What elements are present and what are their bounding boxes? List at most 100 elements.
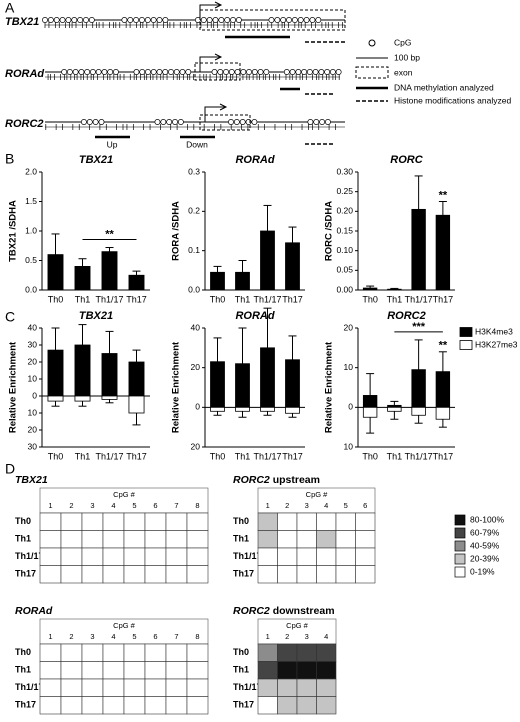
bar [128, 395, 145, 414]
y-tick-label: 0.30 [336, 166, 353, 176]
cell [296, 547, 317, 566]
cell [335, 565, 356, 584]
x-tick-label: Th0 [362, 451, 378, 461]
x-tick-label: Th17 [126, 451, 147, 461]
cpg-site [86, 119, 93, 125]
cell [335, 547, 356, 566]
cell [186, 643, 209, 662]
cell [186, 696, 209, 715]
legend-swatch [459, 340, 473, 350]
cell [81, 547, 104, 566]
column-number: 2 [285, 501, 289, 510]
cell [316, 512, 337, 531]
cell [102, 547, 125, 566]
bar [435, 406, 451, 420]
cell [39, 696, 62, 715]
cpg-site [297, 17, 304, 23]
bar [362, 395, 378, 408]
cpg-site [83, 17, 89, 23]
cell [81, 696, 104, 715]
column-number: 8 [195, 632, 199, 641]
legend-text: 60-79% [470, 527, 500, 537]
cpg-site [230, 17, 236, 23]
cpg-site [156, 17, 163, 23]
cpg-site [206, 17, 213, 23]
cpg-site [228, 119, 234, 125]
legend-swatch [454, 514, 466, 526]
column-number: 6 [153, 632, 157, 641]
y-tick-label: 20 [28, 424, 38, 434]
cpg-site [166, 119, 173, 125]
cpg-site [98, 119, 105, 125]
region-name: upstream [273, 474, 320, 486]
significance: ** [105, 228, 114, 240]
cpg-site [88, 17, 95, 23]
cell [165, 565, 188, 584]
cell [39, 512, 62, 531]
cell [355, 512, 376, 531]
row-label: Th1/17 [15, 551, 44, 561]
significance: ** [439, 189, 448, 201]
y-tick-label: 0.25 [336, 186, 353, 196]
cpg-site [324, 69, 331, 75]
y-tick-label: 0.2 [188, 206, 200, 216]
bar [435, 371, 451, 408]
cell [296, 678, 317, 697]
cpg-site [211, 69, 218, 75]
row-label: Th17 [233, 700, 254, 710]
table-title: TBX21 [15, 474, 48, 486]
region-label: Up [107, 139, 118, 149]
cpg-site [80, 119, 87, 125]
cell [277, 512, 298, 531]
row-label: Th1/17 [233, 682, 262, 692]
cell [257, 512, 278, 531]
x-tick-label: Th17 [282, 294, 303, 304]
cpg-site [78, 69, 85, 75]
cpg-site [138, 17, 145, 23]
cpg-site [324, 119, 331, 125]
x-tick-label: Th1 [387, 294, 403, 304]
legend-text: DNA methylation analyzed [394, 82, 494, 92]
cpg-site [185, 69, 192, 75]
cpg-site [303, 17, 310, 23]
x-tick-label: Th17 [433, 294, 454, 304]
gene-name: TBX21 [15, 474, 48, 486]
legend-text: 20-39% [470, 553, 500, 563]
gene-label: RORAd [5, 68, 44, 80]
cell [123, 696, 146, 715]
cell [316, 643, 337, 662]
bar [47, 254, 64, 291]
region-label: Down [186, 139, 208, 149]
cpg-site [71, 17, 78, 23]
bar [411, 406, 426, 416]
x-tick-label: Th1 [75, 294, 91, 304]
cpg-site [168, 69, 174, 75]
cpg-site [47, 17, 54, 23]
gene-label: RORC2 [5, 118, 44, 130]
cpg-site [59, 17, 66, 23]
y-tick-label: 10 [28, 373, 38, 383]
row-label: Th1 [233, 534, 249, 544]
cpg-site [239, 119, 246, 125]
bar [285, 406, 300, 414]
y-tick-label: 0.00 [336, 284, 353, 294]
cpg-site [223, 69, 229, 75]
cpg-site [92, 119, 99, 125]
x-tick-label: Th17 [126, 294, 147, 304]
cell [144, 696, 167, 715]
bar [101, 395, 118, 400]
cpg-site [84, 69, 91, 75]
cell [81, 530, 104, 549]
cell [296, 643, 317, 662]
cell [165, 661, 188, 680]
y-tick-label: 20 [191, 441, 201, 451]
cell [186, 512, 209, 531]
cpg-site [200, 17, 207, 23]
cell [144, 643, 167, 662]
row-label: Th0 [15, 516, 31, 526]
cpg-site [240, 69, 247, 75]
cpg-site [72, 69, 79, 75]
x-tick-label: Th0 [362, 294, 378, 304]
bar [128, 274, 145, 291]
